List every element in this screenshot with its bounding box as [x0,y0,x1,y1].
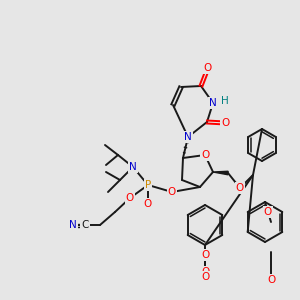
Text: O: O [221,118,229,128]
Text: O: O [126,193,134,203]
Text: O: O [204,63,212,73]
Text: O: O [267,275,275,285]
Text: O: O [144,199,152,209]
Text: H: H [221,96,229,106]
Text: O: O [201,150,209,160]
Polygon shape [213,171,228,175]
Text: O: O [264,207,272,217]
Text: O: O [201,272,209,282]
Text: O: O [168,187,176,197]
Text: O: O [201,250,209,260]
Text: O: O [201,267,209,277]
Text: N: N [129,162,137,172]
Text: P: P [145,180,151,190]
Text: N: N [209,98,217,108]
Text: O: O [236,183,244,193]
Text: N: N [184,132,192,142]
Text: C: C [81,220,89,230]
Text: N: N [69,220,77,230]
